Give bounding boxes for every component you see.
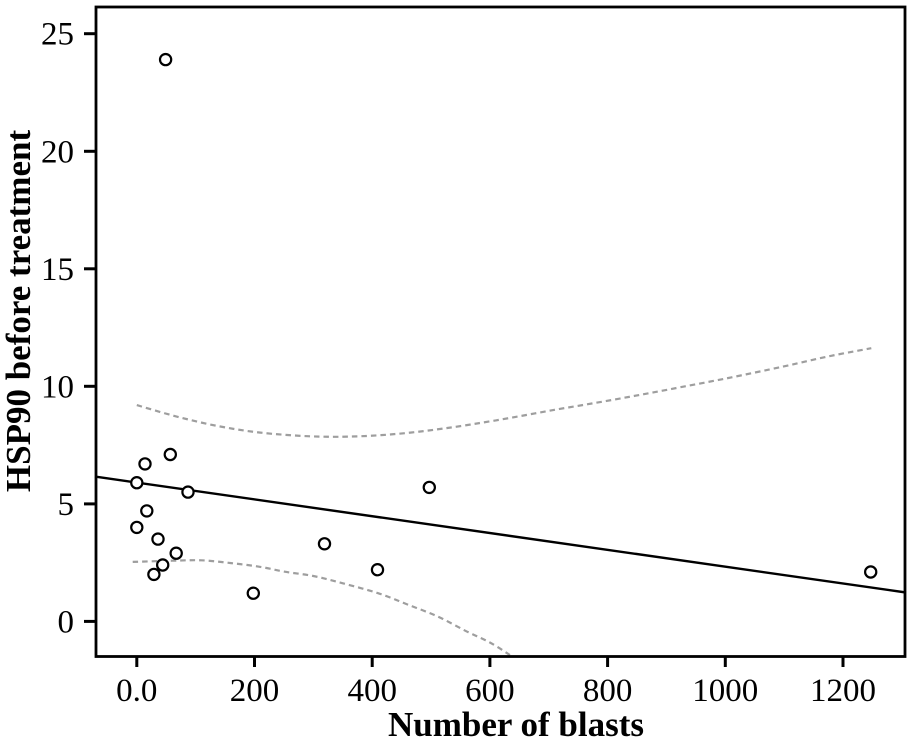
x-tick-label: 1000: [692, 673, 758, 709]
data-point: [158, 52, 173, 67]
data-point: [864, 565, 878, 579]
x-tick-label: 800: [583, 673, 633, 709]
data-point: [422, 480, 436, 495]
y-tick-label: 20: [41, 134, 74, 170]
data-point: [181, 485, 195, 499]
data-point: [169, 546, 183, 560]
data-point: [155, 558, 170, 572]
data-point: [147, 567, 161, 582]
data-point: [163, 447, 177, 462]
data-point: [140, 504, 154, 518]
x-tick-label: 1200: [810, 673, 876, 709]
y-tick-label: 0: [58, 604, 75, 640]
y-tick-label: 5: [58, 487, 75, 523]
ci-lower-curve: [132, 559, 511, 656]
data-point: [246, 586, 260, 600]
data-point: [130, 520, 144, 535]
y-tick-label: 25: [41, 17, 74, 53]
x-tick-label: 0.0: [116, 673, 157, 709]
x-axis-title: Number of blasts: [388, 705, 644, 741]
x-tick-label: 400: [347, 673, 397, 709]
x-tick-label: 600: [465, 673, 515, 709]
data-point: [317, 537, 332, 551]
regression-line: [94, 475, 907, 594]
plot-border: [94, 5, 907, 658]
plot-layer: 0.0 200 400 600 800 1000 1200 0 5 10 15 20 25: [41, 5, 907, 709]
data-point: [130, 476, 144, 490]
x-tick-label: 200: [230, 673, 280, 709]
y-tick-label: 10: [41, 369, 74, 405]
data-point: [370, 563, 385, 577]
y-axis-title: HSP90 before treatment: [0, 130, 38, 493]
ci-upper-curve: [136, 347, 872, 438]
data-point: [151, 532, 165, 546]
data-point: [138, 457, 152, 471]
y-tick-label: 15: [41, 252, 74, 288]
